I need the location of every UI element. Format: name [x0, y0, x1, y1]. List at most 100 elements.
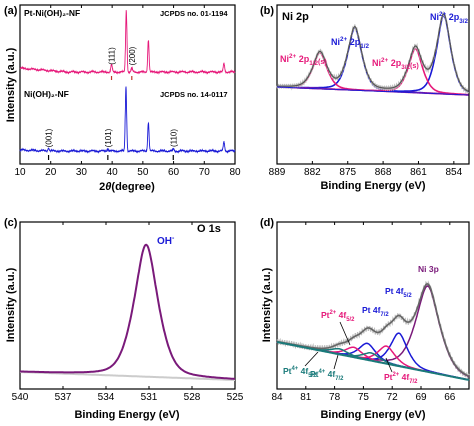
panel-d-xlabel: Binding Energy (eV) — [320, 409, 425, 421]
fit-envelope — [277, 13, 469, 92]
peak-label: Pt 4f5/2 — [385, 286, 412, 299]
panel-c-ylabel: Intensity (a.u.) — [5, 267, 17, 342]
panel-a-ylabel: Intensity (a.u.) — [5, 47, 17, 122]
x-tick-label: 30 — [76, 167, 88, 178]
peak-label: Ni2+ 2p3/2(s) — [372, 57, 419, 71]
background-line — [276, 341, 470, 381]
label-sub: 7/2 — [335, 376, 344, 382]
x-tick-label: 889 — [269, 167, 286, 178]
panel-a-series-2-name: Ni(OH)₂-NF — [24, 89, 69, 99]
panel-d-letter: (d) — [260, 217, 274, 229]
label-sup: 2+ — [393, 372, 400, 378]
label-rest: 4f — [325, 369, 335, 379]
label-sup: 2+ — [330, 310, 337, 316]
panel-a-xlabel-suffix: (degree) — [111, 181, 155, 193]
label-main: Pt — [310, 369, 319, 379]
label-rest: 2p — [388, 58, 402, 68]
xrd-peak-label: (200) — [128, 46, 137, 65]
xrd-peak-label: (101) — [104, 128, 113, 147]
x-tick-label: 525 — [227, 392, 244, 403]
label-rest: 2p — [296, 54, 310, 64]
label-sup: 2+ — [289, 53, 297, 60]
panel-c-xlabel: Binding Energy (eV) — [74, 409, 179, 421]
panel-c: (c) O 1s 540 537 534 531 528 525 Intensity (a… — [4, 217, 244, 421]
panel-a-series-1-name: Pt-Ni(OH)₂-NF — [24, 8, 80, 18]
label-main: Pt — [321, 310, 330, 320]
x-tick-label: 861 — [410, 167, 427, 178]
peak-label: Ni2+ 2p1/2(s) — [280, 53, 327, 67]
panel-d-ylabel: Intensity (a.u.) — [261, 267, 273, 342]
annotation-arrow — [304, 351, 319, 367]
peak-label: Pt4+ 4f5/2 — [283, 366, 317, 379]
x-tick-label: 80 — [229, 167, 241, 178]
annotation-arrow — [339, 321, 351, 346]
label-main: Ni — [331, 37, 340, 47]
peak-label: Ni2+ 2p1/2 — [331, 36, 369, 50]
fit-envelope — [276, 283, 470, 377]
label-main: Ni 3p — [418, 264, 439, 274]
label-rest: 2p — [347, 37, 361, 47]
label-main: Ni — [280, 54, 289, 64]
label-rest: 4f — [399, 372, 409, 382]
xrd-series-line — [19, 10, 236, 75]
x-tick-label: 72 — [387, 392, 399, 403]
annotation-arrow — [385, 357, 393, 373]
x-tick-label: 528 — [184, 392, 201, 403]
label-sub: 3/2 — [401, 64, 410, 71]
label-sub: 3/2 — [459, 18, 468, 25]
label-main: Pt 4f — [362, 305, 381, 315]
panel-d: (d) 84 81 78 75 72 69 66 Intensity (a.u.) Bind… — [260, 217, 470, 421]
x-tick-label: 868 — [375, 167, 392, 178]
panel-a-series-1-reference: JCPDS no. 01-1194 — [160, 9, 228, 18]
panel-a-xlabel-prefix: 2 — [99, 181, 105, 193]
x-tick-label: 78 — [329, 392, 341, 403]
panel-a-x-ticks: 10 20 30 40 50 60 70 80 — [14, 5, 241, 178]
label-sub: 5/2 — [346, 317, 355, 323]
panel-a-series-2-reference: JCPDS no. 14-0117 — [160, 90, 228, 99]
x-tick-label: 854 — [445, 167, 462, 178]
panel-c-frame — [19, 221, 236, 390]
panel-a-frame — [19, 4, 236, 165]
label-sub: 1/2 — [309, 60, 318, 67]
peak-label: Pt 4f7/2 — [362, 305, 389, 318]
panel-c-peak-labels: OH- — [157, 235, 175, 247]
annotation-arrow — [333, 354, 339, 370]
peak-label: OH- — [157, 235, 175, 247]
x-tick-label: 10 — [14, 167, 26, 178]
o1s-peak — [19, 243, 235, 380]
xrd-series-line — [19, 86, 236, 154]
panel-a-xlabel-theta: θ — [105, 181, 111, 193]
label-main: Ni — [430, 12, 439, 22]
panel-c-x-ticks: 540 537 534 531 528 525 — [12, 222, 244, 403]
label-sup: 2+ — [340, 36, 348, 43]
panel-a-plot: (111) (200) (001) (101) (110) — [19, 10, 236, 160]
label-sub: 1/2 — [360, 43, 369, 50]
peak-label: Pt2+ 4f7/2 — [384, 372, 418, 385]
label-rest: 4f — [336, 310, 346, 320]
x-tick-label: 537 — [55, 392, 72, 403]
peak-label: Pt4+ 4f7/2 — [310, 369, 344, 382]
panel-b-title: Ni 2p — [282, 11, 309, 23]
x-tick-label: 40 — [107, 167, 119, 178]
x-tick-label: 60 — [168, 167, 180, 178]
x-tick-label: 84 — [271, 392, 283, 403]
panel-d-plot — [276, 280, 470, 381]
x-tick-label: 540 — [12, 392, 29, 403]
peak-label: Ni2+ 2p3/2 — [430, 11, 468, 25]
x-tick-label: 20 — [45, 167, 57, 178]
panel-a: (a) (111) (200) (001) (101) (110) 10 20 30 40 50… — [4, 4, 241, 193]
label-sub: 5/2 — [308, 373, 317, 379]
label-main: Ni — [372, 58, 381, 68]
label-sup: 4+ — [319, 369, 326, 375]
x-tick-label: 70 — [199, 167, 211, 178]
label-main: OH — [157, 236, 172, 247]
x-tick-label: 69 — [415, 392, 427, 403]
peak-label: Pt2+ 4f5/2 — [321, 310, 355, 323]
panel-d-frame — [276, 221, 470, 390]
label-rest: 4f — [298, 366, 308, 376]
label-rest: 2p — [446, 12, 460, 22]
xrd-peak-label: (111) — [108, 47, 117, 65]
